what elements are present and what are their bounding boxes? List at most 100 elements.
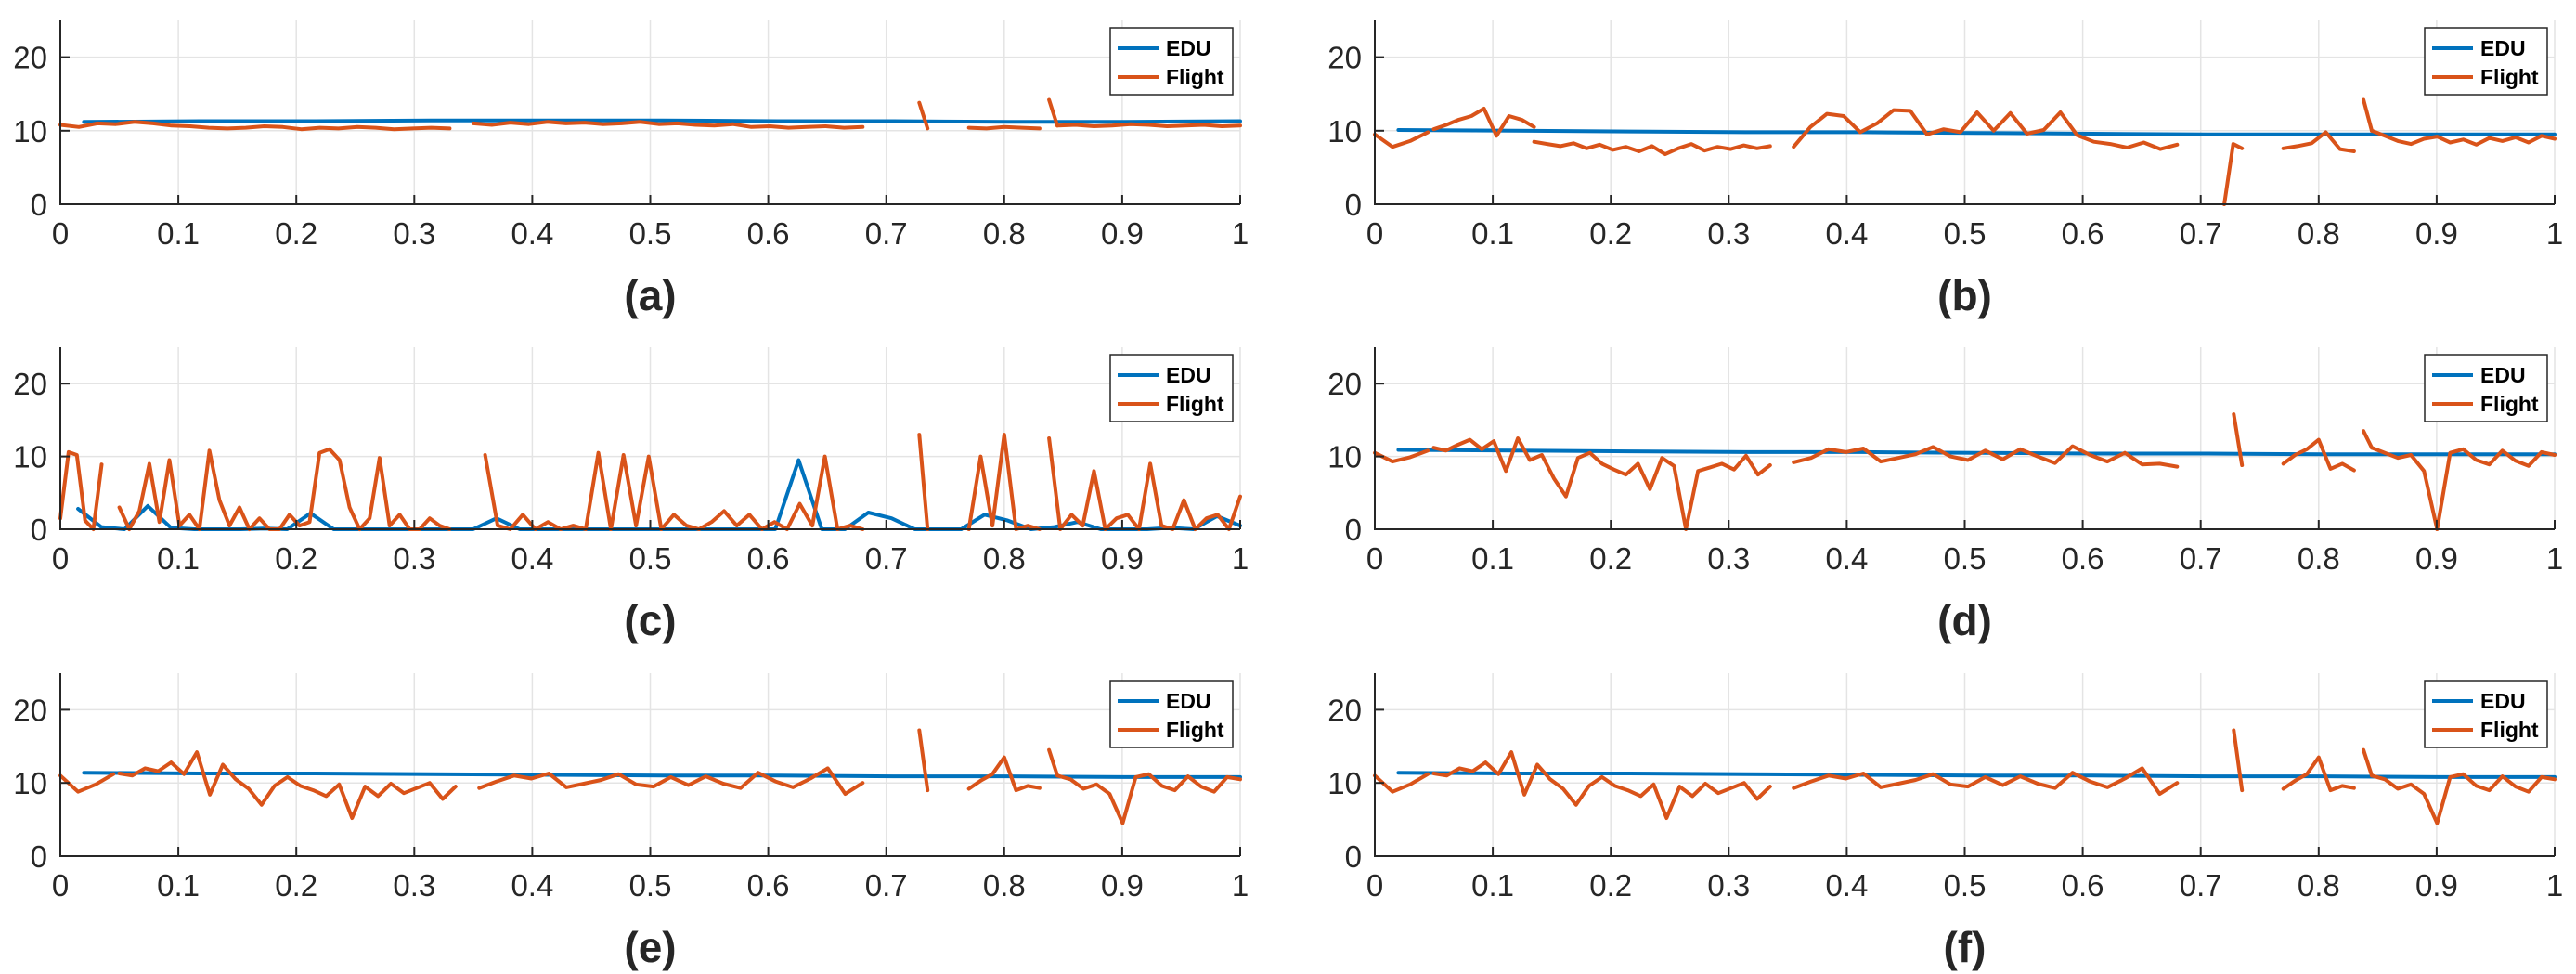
y-tick-label: 20 xyxy=(13,41,47,75)
legend: EDU Flight xyxy=(1109,680,1234,748)
series-edu xyxy=(82,118,1242,124)
series-line-flight-segment xyxy=(1055,122,1242,128)
legend-label-edu: EDU xyxy=(2480,36,2526,60)
x-tick-label: 0.8 xyxy=(983,541,1026,576)
legend-label-flight: Flight xyxy=(2480,718,2539,742)
x-tick-label: 1 xyxy=(2546,541,2563,576)
x-tick-label: 0 xyxy=(52,868,69,903)
x-tick-label: 0.3 xyxy=(1707,216,1750,251)
series-edu xyxy=(1396,448,2557,457)
x-tick-label: 0.2 xyxy=(275,541,317,576)
series-line-flight-segment xyxy=(966,755,1042,793)
legend-box xyxy=(2424,680,2548,748)
subplot-label: (c) xyxy=(624,596,676,644)
series-line-flight-segment xyxy=(966,124,1042,131)
legend-label-edu: EDU xyxy=(1166,36,1211,60)
x-tick-label: 0.8 xyxy=(2298,868,2340,903)
series-line-flight-segment xyxy=(2362,97,2374,133)
series-line-flight-segment xyxy=(2281,755,2356,793)
series-line-flight-segment xyxy=(117,447,452,531)
series-line-flight-segment xyxy=(2281,130,2356,153)
series-flight xyxy=(58,97,1242,132)
y-tick-label: 0 xyxy=(31,839,47,874)
legend: EDU Flight xyxy=(2424,354,2548,422)
x-tick-label: 0.9 xyxy=(1101,868,1144,903)
series-line-flight-segment xyxy=(966,433,1042,531)
x-tick-label: 0.7 xyxy=(2180,216,2222,251)
legend-box xyxy=(1109,354,1234,422)
legend-box xyxy=(2424,27,2548,96)
x-tick-label: 0.9 xyxy=(2415,541,2458,576)
series-line-flight-segment xyxy=(1055,772,1242,825)
subplot-label: (b) xyxy=(1937,271,1992,319)
x-tick-label: 0 xyxy=(1366,868,1383,903)
legend-label-flight: Flight xyxy=(2480,392,2539,416)
x-tick-label: 0.1 xyxy=(1471,868,1514,903)
x-tick-label: 0.4 xyxy=(1825,541,1868,576)
series-line-flight-segment xyxy=(477,766,865,796)
series-line-flight-segment xyxy=(2370,446,2557,531)
legend-label-edu: EDU xyxy=(2480,363,2526,387)
y-tick-label: 10 xyxy=(1327,114,1362,149)
subplot-label: (e) xyxy=(624,923,676,971)
y-tick-label: 20 xyxy=(13,693,47,727)
y-tick-label: 0 xyxy=(31,188,47,222)
x-tick-label: 0.6 xyxy=(2062,868,2104,903)
series-flight xyxy=(1373,728,2557,825)
y-tick-label: 20 xyxy=(13,367,47,401)
legend-label-edu: EDU xyxy=(1166,363,1211,387)
y-tick-label: 0 xyxy=(1345,513,1362,547)
series-line-flight-segment xyxy=(1047,97,1059,128)
grid-lines xyxy=(59,20,1241,205)
legend-box xyxy=(1109,680,1234,748)
x-tick-label: 0.3 xyxy=(393,216,435,251)
legend-box xyxy=(2424,354,2548,422)
x-tick-label: 0.7 xyxy=(865,216,908,251)
x-tick-label: 0.2 xyxy=(275,216,317,251)
x-tick-label: 1 xyxy=(1232,541,1249,576)
series-line-flight-segment xyxy=(1431,107,1536,138)
series-line-edu-segment xyxy=(82,118,1242,124)
series-line-flight-segment xyxy=(117,750,458,820)
series-line-flight-segment xyxy=(1431,750,1772,820)
series-line-flight-segment xyxy=(483,450,865,531)
x-tick-label: 0.5 xyxy=(1944,541,1987,576)
x-tick-label: 0.5 xyxy=(629,868,672,903)
legend-label-edu: EDU xyxy=(1166,689,1211,713)
series-line-flight-segment xyxy=(2232,412,2245,467)
series-flight xyxy=(58,433,1242,531)
subplot-label: (f) xyxy=(1944,923,1987,971)
x-tick-label: 1 xyxy=(1232,868,1249,903)
series-line-flight-segment xyxy=(1047,436,1242,531)
series-line-flight-segment xyxy=(58,449,104,531)
y-tick-label: 0 xyxy=(31,513,47,547)
x-tick-label: 0.7 xyxy=(2180,541,2222,576)
x-tick-label: 0.9 xyxy=(1101,216,1144,251)
legend-label-flight: Flight xyxy=(1166,65,1224,89)
x-tick-label: 0.1 xyxy=(1471,541,1514,576)
series-line-flight-segment xyxy=(1373,130,1430,149)
series-line-flight-segment xyxy=(58,120,452,132)
series-line-flight-segment xyxy=(2222,142,2245,206)
legend-label-flight: Flight xyxy=(2480,65,2539,89)
legend-label-flight: Flight xyxy=(1166,718,1224,742)
series-line-flight-segment xyxy=(1792,444,2180,469)
y-tick-label: 10 xyxy=(13,114,47,149)
series-line-flight-segment xyxy=(2362,429,2374,450)
x-tick-label: 0.1 xyxy=(157,216,200,251)
x-tick-label: 0.7 xyxy=(2180,868,2222,903)
series-line-flight-segment xyxy=(1431,436,1772,531)
x-tick-label: 0.7 xyxy=(865,541,908,576)
x-tick-label: 0 xyxy=(1366,541,1383,576)
x-tick-label: 0.1 xyxy=(157,868,200,903)
series-line-flight-segment xyxy=(1047,747,1059,778)
series-line-edu-segment xyxy=(1396,448,2557,457)
grid-lines xyxy=(1374,20,2556,205)
series-line-flight-segment xyxy=(917,728,930,793)
x-tick-label: 0.5 xyxy=(629,541,672,576)
legend-label-flight: Flight xyxy=(1166,392,1224,416)
y-tick-label: 0 xyxy=(1345,839,1362,874)
